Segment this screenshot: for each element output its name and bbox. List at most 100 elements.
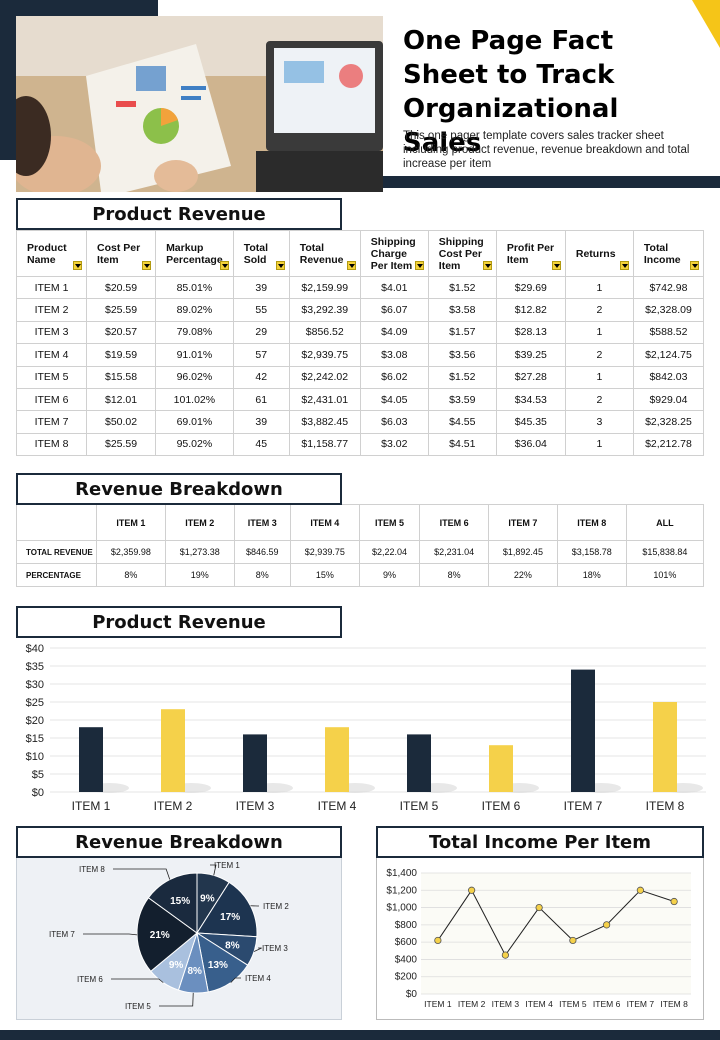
pie-label: ITEM 6 — [77, 975, 103, 984]
filter-dropdown-icon[interactable] — [219, 261, 229, 270]
breakdown-cell: 15% — [289, 563, 360, 587]
pie-label: ITEM 1 — [214, 861, 240, 870]
table-cell: $4.51 — [427, 432, 497, 457]
table-cell: $6.02 — [359, 365, 429, 389]
pie-label: ITEM 8 — [79, 865, 105, 874]
pie-leader-line — [253, 947, 262, 952]
table-cell: $39.25 — [495, 343, 566, 367]
table-cell: $36.04 — [495, 432, 566, 457]
section-heading-product-revenue-table: Product Revenue — [16, 198, 342, 230]
breakdown-row-label: TOTAL REVENUE — [16, 540, 97, 564]
table-cell: $588.52 — [632, 320, 705, 345]
product-revenue-bar-chart: $0 $5 $10 $15 $20 $25 $30 $35 $40 ITEM 1 ITEM 2 ITE… — [26, 643, 706, 813]
income-series-line — [437, 889, 675, 957]
breakdown-cell: $1,273.38 — [164, 540, 235, 564]
bar-y-tick-label: $20 — [26, 715, 44, 727]
filter-dropdown-icon[interactable] — [551, 261, 561, 270]
table-cell: $25.59 — [86, 432, 157, 457]
table-cell: $27.28 — [495, 365, 566, 389]
line-point-item-7 — [636, 886, 644, 894]
decor-corner — [0, 0, 158, 18]
table-cell: 1 — [564, 432, 634, 457]
table-cell: 39 — [232, 275, 290, 300]
table-cell: 29 — [232, 320, 290, 345]
table-cell: $2,328.09 — [632, 298, 705, 322]
pie-slice-value: 17% — [220, 912, 240, 923]
table-cell: ITEM 7 — [15, 410, 88, 434]
filter-dropdown-icon[interactable] — [619, 261, 629, 270]
line-point-item-6 — [603, 921, 611, 929]
revenue-breakdown-pie-panel: 9% ITEM 1 17% ITEM 2 8% ITEM 3 13% ITEM 4 8% ITEM… — [16, 856, 342, 1020]
table-cell: $12.82 — [495, 298, 566, 322]
table-cell: 45 — [232, 432, 290, 457]
table-cell: $1.57 — [427, 320, 497, 345]
bar-y-tick-label: $10 — [26, 751, 44, 763]
table-cell: $4.01 — [359, 275, 429, 300]
table-cell: $842.03 — [632, 365, 705, 389]
filter-dropdown-icon[interactable] — [73, 261, 83, 270]
pie-leader-line — [113, 868, 171, 880]
table-cell: 61 — [232, 387, 290, 412]
bar-x-tick-label: ITEM 1 — [72, 799, 111, 813]
breakdown-cell: $3,158.78 — [556, 540, 627, 564]
bar-y-tick-label: $40 — [26, 643, 44, 655]
breakdown-row-label: PERCENTAGE — [16, 563, 97, 587]
filter-dropdown-icon[interactable] — [346, 261, 356, 270]
filter-dropdown-icon[interactable] — [414, 261, 424, 270]
filter-dropdown-icon[interactable] — [482, 261, 492, 270]
table-cell: ITEM 4 — [15, 343, 88, 367]
table-cell: $2,124.75 — [632, 343, 705, 367]
revenue-breakdown-table: ITEM 1 ITEM 2 ITEM 3 ITEM 4 ITEM 5 ITEM 6 ITEM… — [16, 504, 705, 587]
table-cell: 2 — [564, 387, 634, 412]
table-cell: 3 — [564, 410, 634, 434]
table-cell: $19.59 — [86, 343, 157, 367]
column-header-product-name: Product Name — [15, 230, 88, 277]
filter-dropdown-icon[interactable] — [142, 261, 152, 270]
bar-y-tick-label: $30 — [26, 679, 44, 691]
pie-slice-value: 8% — [225, 940, 240, 951]
table-cell: $3.59 — [427, 387, 497, 412]
table-cell: $3,292.39 — [288, 298, 361, 322]
breakdown-column-item-7: ITEM 7 — [488, 504, 558, 541]
table-cell: $4.09 — [359, 320, 429, 345]
pie-slice-value: 9% — [200, 893, 215, 904]
breakdown-row-total-revenue: TOTAL REVENUE $2,359.98 $1,273.38 $846.59 $2… — [16, 540, 705, 564]
table-cell: 69.01% — [155, 410, 234, 434]
filter-dropdown-icon[interactable] — [690, 261, 699, 270]
breakdown-cell: 101% — [625, 563, 705, 587]
column-header-shipping-charge-per-item: Shipping Charge Per Item — [359, 230, 429, 277]
table-cell: $4.55 — [427, 410, 497, 434]
column-header-label: Shipping Cost Per Item — [438, 235, 484, 272]
table-row: ITEM 2 $25.59 89.02% 55 $3,292.39 $6.07 $3.58 $… — [15, 298, 705, 322]
line-x-tick-label: ITEM 1 — [424, 999, 452, 1009]
line-x-tick-label: ITEM 4 — [525, 999, 553, 1009]
column-header-label: Markup Percentage — [166, 241, 223, 266]
table-row: ITEM 1 $20.59 85.01% 39 $2,159.99 $4.01 $1.52 $… — [15, 275, 705, 300]
breakdown-cell: 22% — [488, 563, 558, 587]
pie-slice-item-7 — [136, 897, 198, 972]
bar-x-tick-label: ITEM 7 — [564, 799, 603, 813]
section-heading-total-income-chart: Total Income Per Item — [376, 826, 704, 858]
column-header-label: Cost Per Item — [97, 241, 141, 266]
table-cell: 42 — [232, 365, 290, 389]
table-cell: $6.07 — [359, 298, 429, 322]
breakdown-column-item-3: ITEM 3 — [233, 504, 291, 541]
table-row: ITEM 5 $15.58 96.02% 42 $2,242.02 $6.02 $1.52 $… — [15, 365, 705, 389]
pie-leader-line — [83, 933, 138, 936]
total-income-line-chart: $0 $200 $400 $600 $800 $1,000 $1,200 $1,400 ITEM… — [386, 868, 691, 1009]
line-point-item-8 — [670, 897, 678, 906]
bar-x-tick-label: ITEM 2 — [154, 799, 193, 813]
filter-dropdown-icon[interactable] — [275, 261, 285, 270]
table-cell: $20.59 — [86, 275, 157, 300]
table-cell: $29.69 — [495, 275, 566, 300]
line-y-tick-label: $1,000 — [386, 903, 417, 914]
bar-x-tick-label: ITEM 5 — [400, 799, 439, 813]
breakdown-column-item-8: ITEM 8 — [556, 504, 627, 541]
pie-slice-value: 13% — [208, 960, 228, 971]
table-cell: 79.08% — [155, 320, 234, 345]
pie-label: ITEM 2 — [263, 902, 289, 911]
section-heading-revenue-breakdown-chart: Revenue Breakdown — [16, 826, 342, 858]
column-header-label: Profit Per Item — [506, 241, 555, 266]
pie-leader-line — [210, 864, 217, 876]
table-cell: $742.98 — [632, 275, 705, 300]
